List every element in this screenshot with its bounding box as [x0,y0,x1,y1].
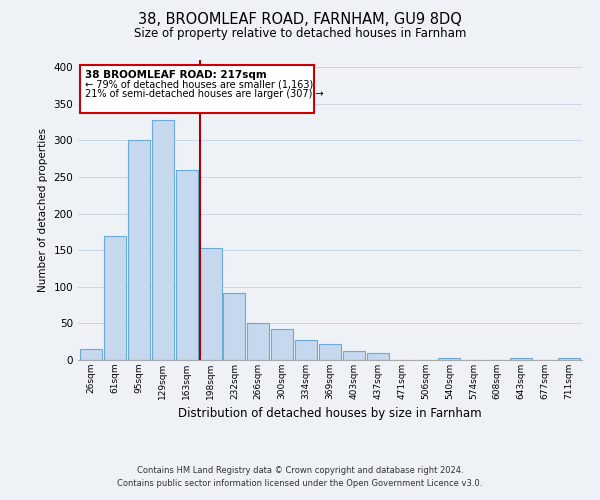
Text: 21% of semi-detached houses are larger (307) →: 21% of semi-detached houses are larger (… [85,90,324,100]
Text: Size of property relative to detached houses in Farnham: Size of property relative to detached ho… [134,28,466,40]
Bar [367,352,389,360]
Bar [200,248,221,360]
Text: 38, BROOMLEAF ROAD, FARNHAM, GU9 8DQ: 38, BROOMLEAF ROAD, FARNHAM, GU9 8DQ [138,12,462,28]
Bar [510,358,532,360]
Bar [104,236,126,360]
Bar [80,349,102,360]
Bar [247,324,269,360]
X-axis label: Distribution of detached houses by size in Farnham: Distribution of detached houses by size … [178,408,482,420]
Bar [176,170,197,360]
Y-axis label: Number of detached properties: Number of detached properties [38,128,48,292]
Text: ← 79% of detached houses are smaller (1,163): ← 79% of detached houses are smaller (1,… [85,80,313,90]
Bar [152,120,174,360]
Bar [558,358,580,360]
Bar [319,344,341,360]
Text: Contains HM Land Registry data © Crown copyright and database right 2024.
Contai: Contains HM Land Registry data © Crown c… [118,466,482,487]
Bar [271,330,293,360]
Text: 38 BROOMLEAF ROAD: 217sqm: 38 BROOMLEAF ROAD: 217sqm [85,70,267,80]
Bar [439,358,460,360]
Bar [223,292,245,360]
Bar [343,351,365,360]
Bar [295,340,317,360]
Bar [128,140,150,360]
FancyBboxPatch shape [80,65,314,112]
